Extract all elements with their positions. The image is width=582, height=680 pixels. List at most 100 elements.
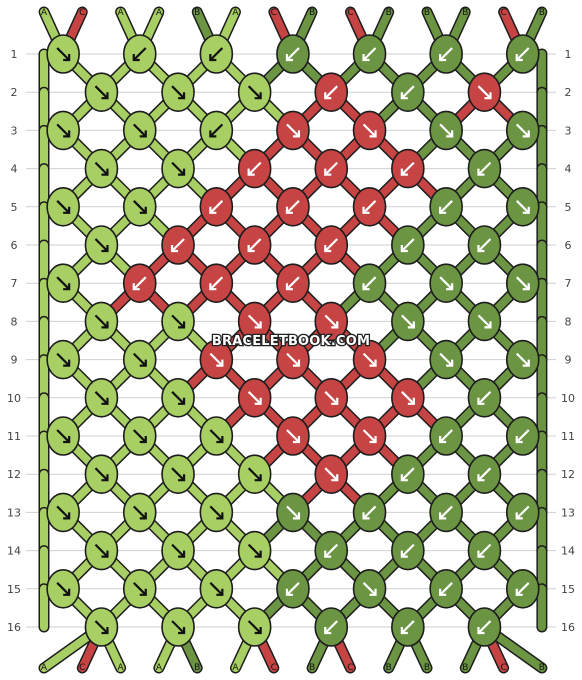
arrow-down-left-icon — [477, 620, 492, 634]
row-label-left: 15 — [7, 583, 21, 596]
strand-label-bottom: A — [156, 663, 163, 673]
knot — [237, 454, 272, 495]
row-label-right: 4 — [565, 163, 572, 176]
strand-label-top: B — [424, 8, 430, 18]
arrow-down-left-icon — [401, 543, 415, 558]
arrow-down-right-icon — [477, 314, 492, 329]
arrow-down-left-icon — [247, 161, 262, 176]
row-label-left: 7 — [11, 277, 18, 290]
arrow-down-left-icon — [362, 505, 377, 520]
knot — [84, 301, 119, 342]
arrow-down-left-icon — [132, 276, 147, 290]
arrow-down-left-icon — [324, 85, 339, 99]
knot — [46, 110, 80, 151]
strand-label-bottom: A — [232, 663, 239, 673]
arrow-down-left-icon — [515, 582, 530, 596]
arrow-down-left-icon — [439, 47, 453, 61]
strand-label-top: C — [500, 8, 506, 18]
knot — [505, 263, 540, 304]
knot — [161, 225, 195, 265]
knot — [122, 416, 157, 456]
strand-label-top: B — [194, 8, 200, 18]
strand-label-top: C — [79, 8, 85, 18]
arrow-down-right-icon — [56, 429, 70, 443]
arrow-down-right-icon — [94, 391, 109, 405]
arrow-down-left-icon — [401, 467, 415, 481]
knot — [429, 492, 463, 533]
strand-label-top: B — [462, 8, 468, 18]
arrow-down-right-icon — [477, 85, 492, 99]
knot — [237, 72, 272, 112]
knot — [352, 568, 387, 609]
arrow-down-left-icon — [439, 200, 453, 214]
arrow-down-right-icon — [362, 123, 377, 138]
row-label-left: 4 — [11, 163, 18, 176]
arrow-down-right-icon — [56, 200, 70, 214]
strand-label-bottom: A — [41, 663, 48, 673]
arrow-down-right-icon — [401, 314, 415, 329]
knot — [237, 530, 272, 571]
row-label-right: 13 — [561, 506, 575, 519]
arrow-down-left-icon — [209, 276, 224, 290]
arrow-down-right-icon — [94, 161, 109, 176]
arrow-down-right-icon — [94, 238, 109, 252]
arrow-down-right-icon — [132, 123, 147, 138]
arrow-down-left-icon — [209, 123, 224, 138]
arrow-down-right-icon — [401, 391, 415, 405]
knot — [352, 492, 387, 533]
arrow-down-left-icon — [477, 161, 492, 176]
arrow-down-left-icon — [324, 238, 339, 252]
arrow-down-left-icon — [324, 161, 339, 176]
row-label-left: 5 — [11, 201, 18, 214]
row-label-right: 10 — [561, 392, 575, 405]
arrow-down-left-icon — [515, 47, 530, 61]
strand-label-bottom: B — [194, 663, 200, 673]
knot — [314, 377, 349, 418]
knot — [84, 530, 119, 571]
knot — [161, 377, 195, 418]
knot — [314, 148, 349, 189]
knot — [46, 492, 80, 533]
knot — [84, 148, 119, 189]
arrow-down-right-icon — [247, 620, 262, 634]
arrow-down-left-icon — [286, 582, 300, 596]
knot — [276, 34, 310, 74]
knot — [429, 110, 463, 151]
knot — [467, 225, 502, 265]
knot — [199, 34, 234, 74]
strand-label-bottom: A — [118, 663, 125, 673]
arrow-down-right-icon — [56, 505, 70, 520]
knot — [352, 34, 387, 74]
knot — [199, 568, 234, 609]
arrow-down-right-icon — [132, 582, 147, 596]
knot — [505, 568, 540, 609]
strand-label-top: B — [309, 8, 315, 18]
strand-label-top: C — [347, 8, 353, 18]
arrow-down-right-icon — [56, 582, 70, 596]
arrow-down-right-icon — [171, 85, 185, 99]
knot — [505, 492, 540, 533]
strand-label-bottom: B — [462, 663, 468, 673]
row-label-left: 14 — [7, 545, 21, 558]
arrow-down-right-icon — [171, 314, 185, 329]
strand-label-bottom: B — [539, 663, 545, 673]
arrow-down-right-icon — [439, 276, 453, 290]
arrow-down-left-icon — [247, 238, 262, 252]
arrow-down-left-icon — [515, 429, 530, 443]
row-label-right: 16 — [561, 621, 575, 634]
arrow-down-left-icon — [362, 276, 377, 290]
strand-label-top: B — [386, 8, 392, 18]
arrow-down-right-icon — [56, 276, 70, 290]
knot — [46, 263, 80, 304]
knot — [161, 72, 195, 112]
arrow-down-left-icon — [439, 429, 453, 443]
knot — [84, 377, 119, 418]
arrow-down-left-icon — [439, 582, 453, 596]
arrow-down-left-icon — [286, 276, 300, 290]
knot — [429, 187, 463, 227]
row-label-right: 5 — [565, 201, 572, 214]
arrow-down-right-icon — [324, 467, 339, 481]
row-label-right: 7 — [565, 277, 572, 290]
knot — [237, 148, 272, 189]
strand-label-top: B — [539, 8, 545, 18]
